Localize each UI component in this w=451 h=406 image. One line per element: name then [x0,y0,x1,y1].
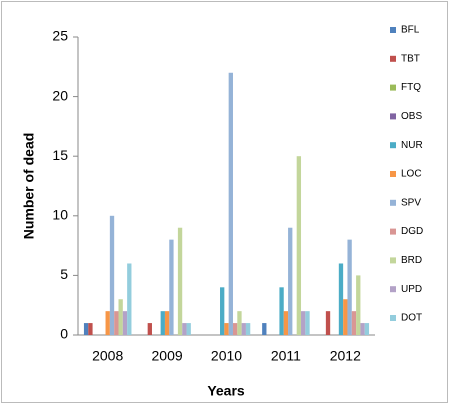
legend-label: OBS [401,111,422,122]
y-tick-label: 0 [60,326,68,342]
y-tick-label: 15 [52,147,68,163]
bar [83,323,89,335]
bar [160,311,165,335]
y-tick-label: 10 [52,207,68,223]
legend-swatch [390,142,396,149]
legend-swatch [390,315,396,321]
bar [288,227,293,335]
x-axis-title: Years [207,383,245,399]
bar [109,215,115,335]
x-tick-label: 2010 [211,348,242,364]
x-tick-label: 2009 [152,348,183,364]
bar [301,311,306,335]
legend-swatch [390,286,396,293]
bar [279,287,284,335]
legend-swatch [390,55,396,62]
bar [118,299,123,335]
bar [351,311,357,335]
bar [283,311,289,335]
bar [228,72,233,335]
bar [338,263,344,335]
legend-swatch [390,27,396,33]
bar [237,311,242,335]
legend-label: SPV [401,197,421,208]
legend-label: TBT [401,53,420,64]
bar [127,263,132,335]
legend-swatch [390,171,396,177]
y-tick-label: 25 [52,28,68,44]
bar [122,311,128,335]
legend-label: LOC [401,169,422,180]
bar [186,323,191,335]
y-tick-label: 20 [52,87,68,103]
bar [105,311,110,335]
legend-label: BRD [401,255,422,266]
bar [232,323,238,335]
legend-swatch [390,84,396,91]
legend-label: UPD [401,284,422,295]
bar [147,323,152,335]
legend-label: BFL [401,25,420,36]
x-tick-label: 2008 [92,348,123,364]
bar [224,323,229,335]
bar [177,227,183,335]
bar [343,299,348,335]
y-axis-title: Number of dead [21,133,37,240]
legend-swatch [390,113,396,120]
bar [245,323,251,335]
bar [296,156,302,335]
legend-label: NUR [401,140,423,151]
x-tick-label: 2012 [330,348,361,364]
y-tick-label: 5 [60,266,68,282]
legend-label: FTQ [401,82,421,93]
legend-label: DGD [401,226,423,237]
bar [305,311,310,335]
bar [347,239,352,335]
legend-swatch [390,199,396,206]
bar [360,323,365,335]
x-tick-label: 2011 [271,348,301,364]
bar [325,311,331,335]
bar [169,239,174,335]
bar [114,311,119,335]
bar [164,311,170,335]
legend-swatch [390,257,396,264]
bar [241,323,246,335]
bar [88,323,93,335]
bar [364,323,370,335]
bar [356,275,361,335]
bar [220,287,225,335]
legend-label: DOT [401,313,422,324]
bar [182,323,187,335]
legend-swatch [390,228,396,235]
bar [262,323,267,335]
